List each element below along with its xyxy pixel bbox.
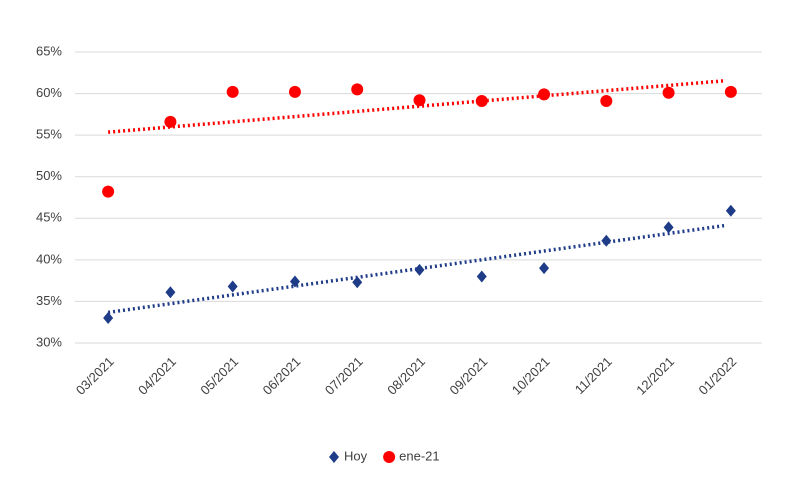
x-tick-label: 07/2021 — [322, 354, 366, 398]
legend-label: Hoy — [344, 448, 368, 463]
legend-label: ene-21 — [399, 448, 439, 463]
y-tick-label: 35% — [36, 293, 62, 308]
x-tick-label: 05/2021 — [197, 354, 241, 398]
data-point — [352, 276, 363, 289]
x-tick-label: 03/2021 — [73, 354, 117, 398]
data-point — [103, 312, 114, 325]
data-point — [164, 115, 177, 128]
data-point — [662, 86, 675, 99]
data-point — [351, 83, 364, 96]
data-point — [226, 85, 239, 98]
x-tick-label: 10/2021 — [509, 354, 553, 398]
x-tick-label: 09/2021 — [446, 354, 490, 398]
data-point — [725, 204, 736, 217]
y-tick-label: 40% — [36, 251, 62, 266]
y-tick-label: 60% — [36, 85, 62, 100]
legend-marker — [383, 451, 396, 463]
data-point — [288, 85, 301, 98]
x-tick-label: 06/2021 — [260, 354, 304, 398]
legend-marker — [329, 451, 339, 463]
data-point — [414, 263, 425, 276]
data-point — [601, 234, 612, 247]
data-point — [227, 280, 238, 293]
x-tick-label: 01/2022 — [696, 354, 740, 398]
data-point — [289, 275, 300, 288]
data-point — [663, 221, 674, 234]
data-point — [475, 95, 488, 108]
y-tick-label: 50% — [36, 168, 62, 183]
data-point — [413, 94, 426, 107]
data-point — [600, 95, 613, 108]
x-tick-label: 08/2021 — [384, 354, 428, 398]
data-point — [539, 262, 550, 275]
x-tick-label: 11/2021 — [572, 354, 615, 397]
trendline — [107, 79, 726, 134]
x-tick-label: 12/2021 — [633, 354, 677, 398]
y-tick-label: 45% — [36, 210, 62, 225]
data-point — [724, 85, 737, 98]
data-point — [102, 185, 115, 198]
data-point — [538, 88, 551, 101]
y-tick-label: 65% — [36, 43, 62, 58]
x-tick-label: 04/2021 — [135, 354, 179, 398]
data-point — [165, 286, 176, 299]
y-tick-label: 55% — [36, 127, 62, 142]
data-point — [476, 270, 487, 283]
y-tick-label: 30% — [36, 334, 62, 349]
